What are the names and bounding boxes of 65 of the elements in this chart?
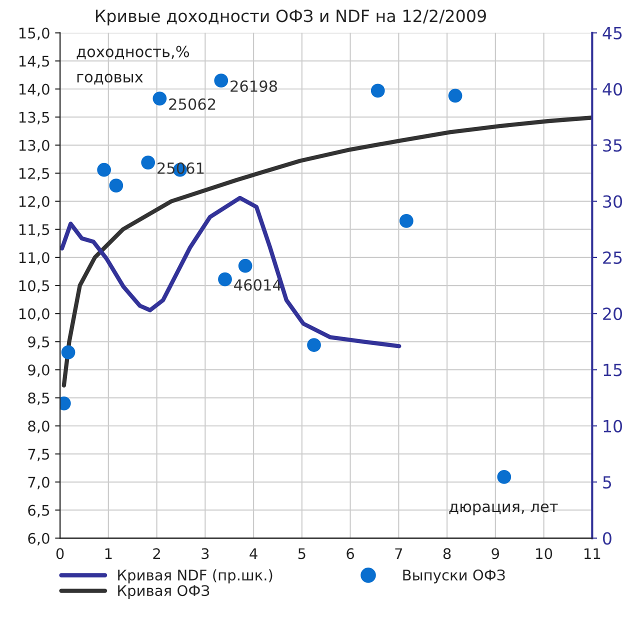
y-tick-label: 14,0: [19, 84, 50, 96]
y2-tick-label: 30: [603, 195, 622, 208]
y-tick-label: 14,5: [19, 56, 50, 68]
annotation: 26198: [230, 80, 278, 92]
point: [152, 92, 167, 106]
x-tick-label: 4: [250, 548, 258, 559]
y2-tick-label: 40: [602, 82, 622, 96]
y-tick-label: 15,0: [19, 28, 50, 40]
x-tick-label: 5: [298, 548, 306, 560]
point: [214, 74, 228, 88]
y-tick-label: 9,0: [28, 364, 50, 377]
y2-tick-label: 0: [603, 532, 612, 545]
point: [238, 258, 252, 273]
y2-tick-label: 15: [604, 364, 622, 376]
point: [370, 84, 385, 98]
line-series: [62, 116, 592, 388]
y2-tick-label: 25: [603, 251, 622, 264]
y-tick-label: 8,5: [28, 392, 50, 406]
y2-tick-label: 45: [602, 27, 622, 40]
point: [61, 345, 76, 360]
x-tick-label: 3: [202, 548, 209, 560]
point: [97, 162, 112, 177]
x-axis-title: дюрация, лет: [449, 504, 558, 516]
x-tick-label: 9: [492, 548, 500, 560]
legend-label: Кривая ОФЗ: [118, 585, 210, 599]
point: [307, 338, 321, 352]
y-tick-label: 13,0: [19, 140, 50, 152]
y-tick-label: 10,0: [19, 308, 50, 321]
annotation: 46014: [234, 279, 282, 291]
y-tick-label: 10,5: [19, 280, 50, 293]
x-tick-label: 7: [395, 548, 402, 559]
point: [141, 156, 156, 170]
y2-tick-label: 5: [603, 476, 612, 489]
y-tick-label: 6,0: [28, 532, 50, 546]
point: [399, 214, 414, 228]
y-tick-label: 8,0: [28, 420, 50, 434]
y-tick-label: 7,0: [28, 476, 50, 490]
y-tick-label: 7,5: [28, 448, 50, 462]
x-tick-label: 2: [153, 548, 160, 559]
line-series: [60, 196, 402, 348]
x-tick-label: 6: [346, 548, 354, 560]
y-tick-label: 9,5: [28, 336, 50, 349]
annotation: 25062: [169, 98, 216, 110]
x-tick-label: 11: [584, 548, 600, 559]
x-tick-label: 10: [536, 548, 552, 560]
y-tick-label: 12,0: [19, 196, 50, 209]
point: [497, 470, 512, 484]
x-tick-label: 1: [105, 548, 112, 559]
legend-label: Кривая NDF (пр.шк.): [118, 569, 272, 584]
y-tick-label: 13,5: [19, 112, 50, 124]
x-tick-label: 8: [443, 548, 451, 560]
y2-tick-label: 35: [603, 139, 622, 152]
legend-label: Выпуски ОФЗ: [403, 570, 505, 584]
y-tick-label: 12,5: [19, 168, 50, 180]
y-tick-label: 6,5: [28, 504, 50, 518]
point: [109, 178, 124, 193]
x-tick-label: 0: [56, 548, 64, 560]
point: [448, 88, 462, 103]
y2-tick-label: 10: [604, 420, 622, 432]
point: [218, 272, 232, 286]
chart-title: Кривые доходности ОФЗ и NDF на 12/2/2009: [96, 10, 486, 26]
y-axis-title: доходность,% годовых: [76, 46, 190, 84]
y-tick-label: 11,5: [19, 224, 50, 237]
y2-tick-label: 20: [603, 308, 622, 320]
y-tick-label: 11,0: [19, 252, 50, 265]
